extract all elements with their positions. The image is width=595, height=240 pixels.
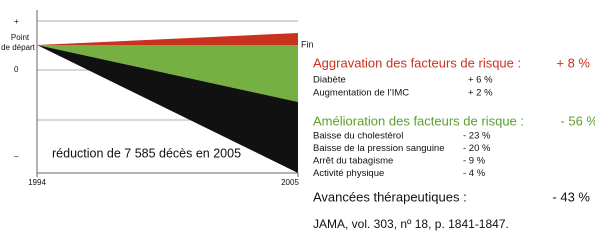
aggravation-value: + 8 % (556, 55, 590, 70)
item-value: - 20 % (463, 143, 491, 154)
infographic: Point de départ + 0 – Fin 1994 2005 rédu… (1, 10, 595, 231)
axis-label: 0 (14, 65, 19, 74)
item-label: Activité physique (313, 168, 384, 179)
item-label: Augmentation de l’IMC (313, 88, 409, 99)
source: JAMA, vol. 303, nº 18, p. 1841-1847. (313, 217, 509, 231)
therapeutic-value: - 43 % (552, 189, 590, 204)
item-label: Baisse du cholestérol (313, 131, 403, 142)
item-value: - 4 % (463, 168, 486, 179)
aggravation-wedge (37, 33, 298, 45)
item-value: + 2 % (468, 88, 493, 99)
item-label: Diabète (313, 75, 346, 86)
item-value: - 23 % (463, 131, 491, 142)
item-label: Arrêt du tabagisme (313, 156, 393, 167)
end-label: Fin (301, 39, 314, 49)
x-label: 2005 (281, 178, 299, 187)
aggravation-title: Aggravation des facteurs de risque : (313, 55, 521, 70)
amelioration-value: - 56 % (560, 113, 595, 128)
x-label: 1994 (28, 178, 46, 187)
axis-label: – (14, 152, 19, 161)
annotation: réduction de 7 585 décès en 2005 (52, 146, 241, 160)
axis-label: + (14, 17, 19, 26)
item-value: + 6 % (468, 75, 493, 86)
amelioration-title: Amélioration des facteurs de risque : (313, 113, 524, 128)
start-label: Point (11, 33, 30, 42)
item-label: Baisse de la pression sanguine (313, 143, 445, 154)
therapeutic-wedge (37, 45, 298, 173)
item-value: - 9 % (463, 156, 486, 167)
start-label: de départ (1, 43, 36, 52)
therapeutic-title: Avancées thérapeutiques : (313, 189, 467, 204)
